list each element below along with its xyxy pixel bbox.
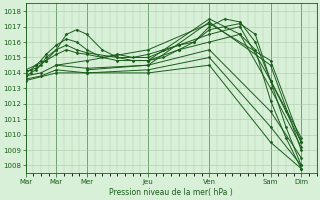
X-axis label: Pression niveau de la mer( hPa ): Pression niveau de la mer( hPa ) — [109, 188, 233, 197]
